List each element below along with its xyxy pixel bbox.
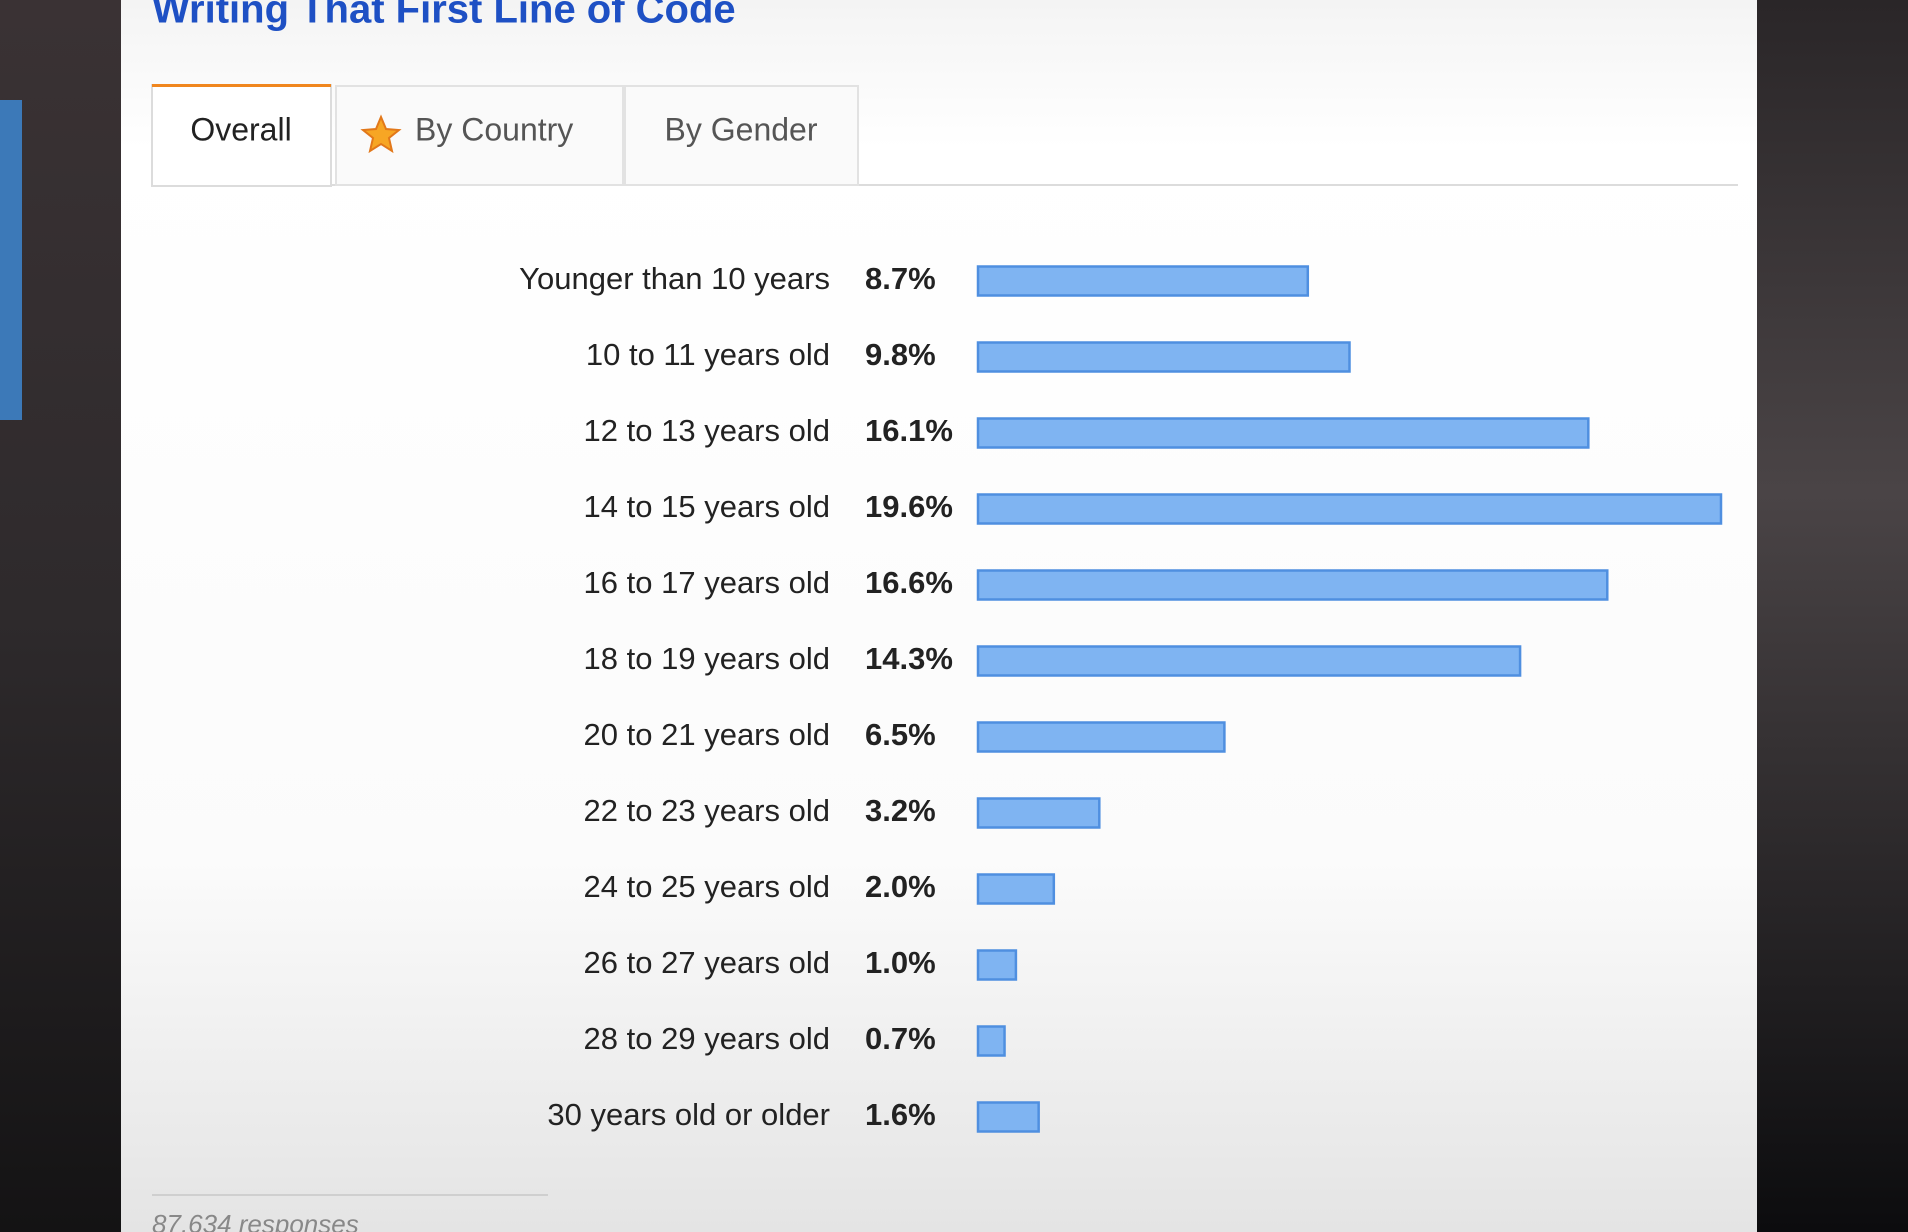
bar [976,873,1056,905]
category-label: 22 to 23 years old [584,793,830,828]
value-label: 16.6% [865,565,953,600]
tab-label[interactable]: By Country [415,111,573,147]
category-label: 16 to 17 years old [584,565,830,600]
category-label: 20 to 21 years old [584,717,830,752]
value-label: 2.0% [865,869,936,904]
value-label: 6.5% [865,717,936,752]
value-label: 14.3% [865,641,953,676]
category-label: 14 to 15 years old [584,489,830,524]
bar [976,417,1590,449]
title: Writing That First Line of Code [152,0,736,32]
bar [976,265,1310,297]
value-label: 19.6% [865,489,953,524]
bar [976,1025,1006,1057]
category-label: 24 to 25 years old [584,869,830,904]
tab-active-indicator [152,84,331,87]
value-label: 1.0% [865,945,936,980]
value-label: 0.7% [865,1021,936,1056]
bar [976,645,1522,677]
background-right [1757,0,1908,1232]
category-label: Younger than 10 years [519,261,830,296]
value-label: 3.2% [865,793,936,828]
tab[interactable] [151,84,332,187]
bar [976,721,1226,753]
tab[interactable] [624,85,859,186]
category-label: 28 to 29 years old [584,1021,830,1056]
bar [976,1101,1040,1133]
value-label: 9.8% [865,337,936,372]
category-label: 26 to 27 years old [584,945,830,980]
star-icon [360,114,402,154]
category-label: 18 to 19 years old [584,641,830,676]
bar [976,569,1609,601]
bar [976,341,1351,373]
bar [976,949,1018,981]
tab-label[interactable]: Overall [190,111,291,147]
value-label: 8.7% [865,261,936,296]
category-label: 12 to 13 years old [584,413,830,448]
value-label: 1.6% [865,1097,936,1132]
background-object [0,100,22,420]
tab-label[interactable]: By Gender [665,111,818,147]
panel [121,0,1757,1232]
bar [976,797,1101,829]
footer: 87,634 responses [152,1209,359,1232]
bar [976,493,1723,525]
value-label: 16.1% [865,413,953,448]
category-label: 30 years old or older [547,1097,830,1132]
category-label: 10 to 11 years old [586,337,830,372]
